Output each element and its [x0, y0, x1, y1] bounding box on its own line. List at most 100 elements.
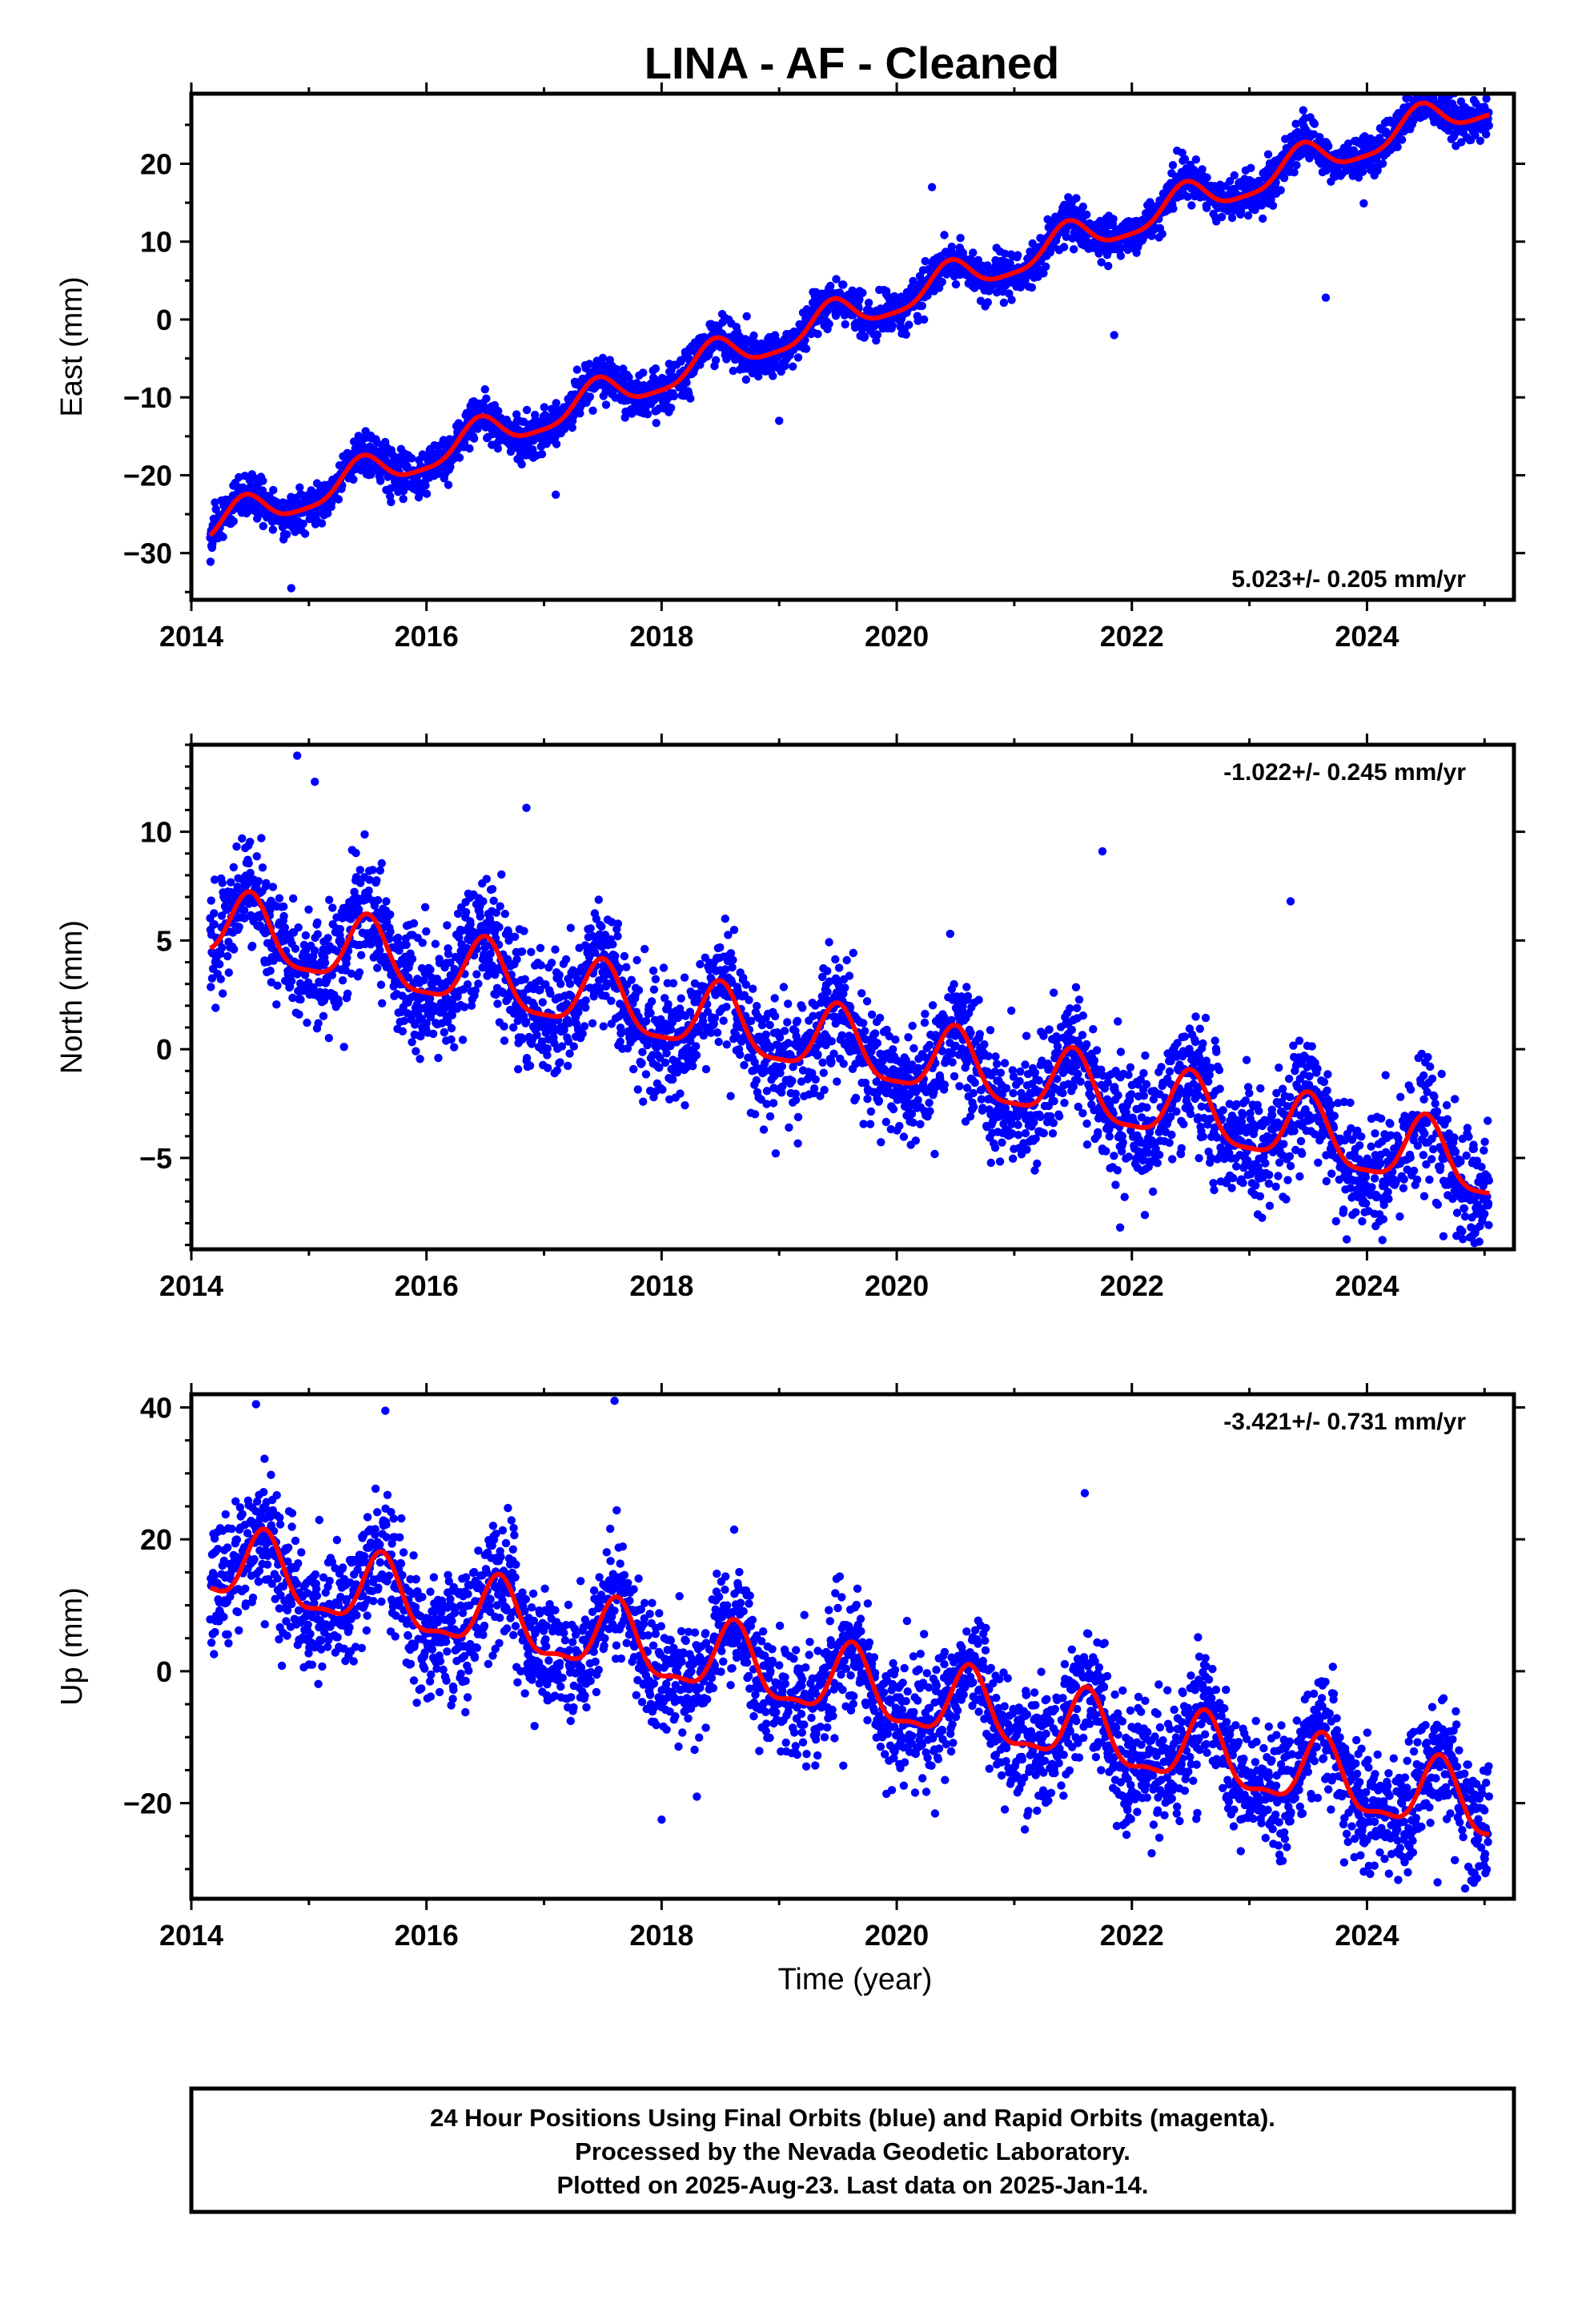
data-point	[793, 1016, 801, 1026]
east-y-axis-label: East (mm)	[55, 276, 89, 416]
data-point	[659, 963, 669, 972]
data-point	[752, 1076, 761, 1085]
data-point	[789, 1063, 797, 1072]
data-point	[863, 1095, 872, 1104]
data-point	[808, 1068, 817, 1078]
data-point	[467, 1001, 476, 1011]
data-point	[324, 1034, 333, 1043]
data-point	[219, 989, 227, 998]
data-point	[633, 1085, 642, 1094]
data-point	[394, 933, 403, 943]
data-point	[813, 1050, 822, 1059]
data-point	[696, 959, 705, 969]
data-point	[1324, 142, 1333, 151]
data-point	[320, 959, 330, 967]
data-point	[300, 529, 310, 538]
data-point	[443, 921, 452, 930]
data-point	[527, 947, 536, 957]
data-point	[351, 873, 361, 882]
data-point	[486, 949, 495, 959]
data-point	[210, 909, 219, 918]
data-point	[669, 392, 678, 400]
data-point	[706, 1028, 716, 1037]
data-point	[716, 943, 725, 952]
data-point	[525, 1061, 535, 1071]
data-point	[402, 940, 411, 950]
data-point	[268, 883, 278, 891]
data-point	[387, 497, 396, 507]
data-point	[504, 936, 513, 945]
data-point	[568, 423, 576, 432]
data-point	[780, 1027, 789, 1035]
data-point	[747, 1016, 756, 1026]
data-point	[905, 320, 913, 329]
data-point	[1247, 163, 1255, 172]
data-point	[616, 1037, 624, 1047]
data-point	[651, 364, 661, 373]
data-point	[956, 234, 965, 243]
data-point	[375, 946, 384, 955]
data-point	[611, 951, 620, 961]
data-point	[259, 521, 267, 531]
data-point	[783, 1018, 792, 1027]
data-point	[585, 392, 595, 401]
data-point	[538, 998, 547, 1007]
data-point	[399, 494, 408, 504]
data-point	[566, 923, 575, 932]
data-point	[1180, 155, 1190, 163]
data-point	[541, 980, 550, 989]
data-point	[403, 1009, 412, 1018]
data-point	[769, 1099, 778, 1108]
data-point	[652, 1043, 661, 1052]
data-point	[422, 927, 431, 936]
data-point	[845, 971, 854, 980]
data-point	[466, 920, 475, 929]
data-point	[637, 1059, 646, 1068]
data-point	[827, 1037, 837, 1046]
data-point	[825, 320, 833, 328]
x-tick-label: 2018	[629, 620, 693, 653]
data-point	[586, 924, 595, 933]
data-point	[837, 1031, 846, 1040]
data-point	[620, 413, 629, 422]
data-point	[323, 934, 332, 943]
data-point	[325, 895, 334, 904]
data-point	[682, 378, 691, 387]
data-point	[1027, 283, 1037, 292]
data-point	[761, 1067, 769, 1076]
data-point	[269, 485, 278, 495]
data-point	[1404, 94, 1413, 103]
data-point	[547, 959, 556, 967]
data-point	[431, 939, 440, 948]
data-point	[613, 919, 623, 928]
data-point	[770, 994, 779, 1003]
data-point	[536, 961, 545, 970]
data-point	[851, 1093, 861, 1103]
data-point	[616, 1029, 625, 1038]
y-tick-label: 10	[140, 226, 172, 259]
data-point	[864, 298, 873, 308]
data-point	[219, 533, 227, 541]
data-point	[750, 1058, 759, 1067]
data-point	[343, 989, 352, 999]
data-point	[300, 971, 310, 979]
x-tick-label: 2014	[159, 620, 223, 653]
data-point	[262, 879, 271, 888]
data-point	[500, 910, 509, 919]
data-point	[1183, 192, 1192, 201]
data-point	[951, 279, 961, 289]
data-point	[207, 974, 217, 983]
data-point	[788, 1076, 797, 1086]
data-point	[749, 331, 758, 340]
data-point	[921, 256, 930, 266]
data-point	[642, 1016, 651, 1026]
data-point	[444, 950, 453, 959]
x-tick-label: 2022	[1100, 620, 1164, 653]
data-point	[562, 999, 572, 1008]
data-point	[1243, 211, 1253, 220]
data-point	[1290, 168, 1299, 177]
data-point	[1476, 136, 1485, 145]
data-point	[726, 1092, 735, 1100]
data-point	[338, 976, 347, 985]
data-point	[230, 945, 239, 954]
